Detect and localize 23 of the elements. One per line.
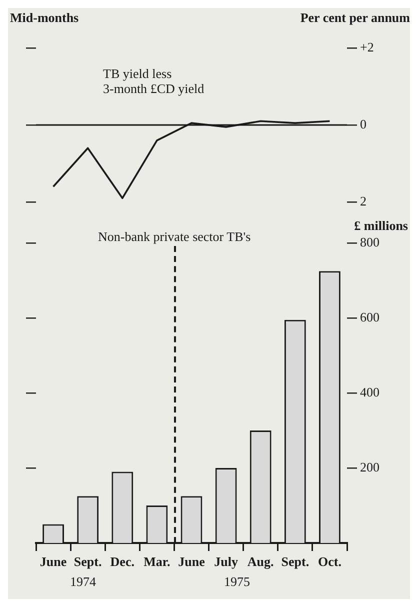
y-tick-label: 600	[360, 309, 380, 324]
text: Non-bank private sector TB's	[98, 229, 251, 245]
text: 1974	[70, 574, 96, 590]
x-tick-label: Sept.	[281, 554, 310, 570]
text: 1975	[224, 574, 250, 590]
x-tick-label: Sept.	[74, 554, 102, 570]
x-tick-label: July	[214, 554, 238, 570]
y-tick-label: 2	[360, 193, 366, 208]
x-tick-label: Dec.	[110, 554, 134, 570]
y-tick-label: 800	[360, 234, 380, 250]
x-tick-label: Mar.	[144, 554, 170, 570]
y-tick-label: 200	[360, 459, 380, 474]
x-tick-label: Aug.	[247, 554, 274, 570]
x-tick-label: June	[40, 554, 67, 570]
y-tick-label: +2	[360, 39, 374, 54]
y-axis-title: £ millions	[354, 218, 408, 234]
text: Mid-months	[10, 10, 79, 26]
y-tick-label: 0	[360, 116, 366, 132]
y-axis-title: Per cent per annum	[300, 10, 410, 26]
x-tick-label: Oct.	[318, 554, 342, 570]
y-tick-label: 400	[360, 384, 380, 400]
x-tick-label: June	[178, 554, 206, 570]
text: TB yield less 3-month £CD yield	[103, 66, 204, 96]
